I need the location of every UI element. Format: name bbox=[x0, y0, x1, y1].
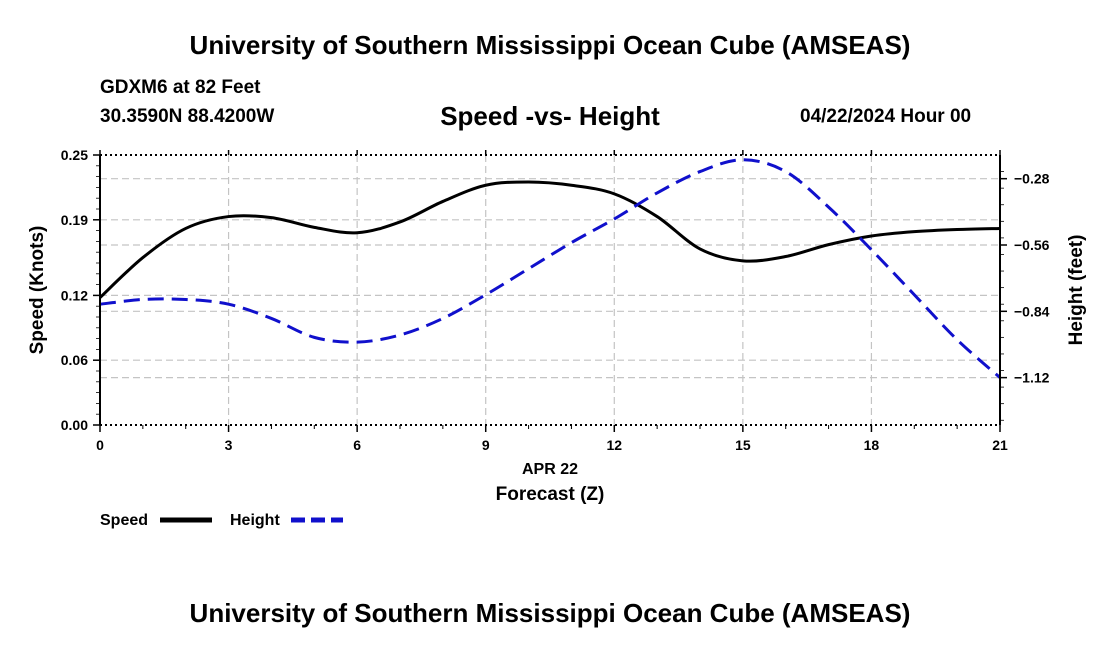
x-tick-label: 12 bbox=[606, 437, 622, 453]
x-tick-label: 18 bbox=[864, 437, 880, 453]
x-tick-label: 0 bbox=[96, 437, 104, 453]
y-right-tick-label: −0.28 bbox=[1014, 171, 1050, 187]
y-left-tick-label: 0.19 bbox=[61, 212, 88, 228]
y-left-tick-label: 0.25 bbox=[61, 147, 88, 163]
datetime-label: 04/22/2024 Hour 00 bbox=[800, 106, 972, 127]
page-title: University of Southern Mississippi Ocean… bbox=[189, 30, 911, 60]
speed-height-chart: 0 3 6 9 12 15 18 21 0.00 0.06 0.12 0.19 0.25 −1.12 −0.… bbox=[27, 147, 1087, 529]
legend-height-label: Height bbox=[230, 512, 280, 529]
station-label: GDXM6 at 82 Feet bbox=[100, 77, 261, 98]
chart-subtitle: Speed -vs- Height bbox=[440, 101, 660, 131]
y-axis-left-title: Speed (Knots) bbox=[27, 226, 48, 355]
height-series-line bbox=[99, 158, 1001, 379]
speed-series-line bbox=[98, 180, 1001, 299]
x-tick-label: 9 bbox=[482, 437, 490, 453]
x-tick-label: 6 bbox=[353, 437, 361, 453]
y-left-tick-label: 0.06 bbox=[61, 352, 88, 368]
coordinates-label: 30.3590N 88.4200W bbox=[100, 106, 275, 127]
y-right-tick-label: −1.12 bbox=[1014, 370, 1050, 386]
x-axis-date-label: APR 22 bbox=[522, 461, 578, 478]
y-axis-right-title: Height (feet) bbox=[1066, 235, 1087, 346]
y-right-tick-label: −0.56 bbox=[1014, 237, 1050, 253]
y-right-tick-label: −0.84 bbox=[1014, 303, 1050, 319]
x-tick-label: 15 bbox=[735, 437, 751, 453]
y-left-tick-label: 0.12 bbox=[61, 287, 88, 303]
y-left-tick-label: 0.00 bbox=[61, 417, 88, 433]
x-tick-label: 21 bbox=[992, 437, 1008, 453]
legend: Speed Height bbox=[100, 512, 343, 529]
x-axis-title: Forecast (Z) bbox=[496, 484, 605, 505]
legend-speed-label: Speed bbox=[100, 512, 148, 529]
x-tick-label: 3 bbox=[225, 437, 233, 453]
footer-title: University of Southern Mississippi Ocean… bbox=[189, 598, 911, 628]
